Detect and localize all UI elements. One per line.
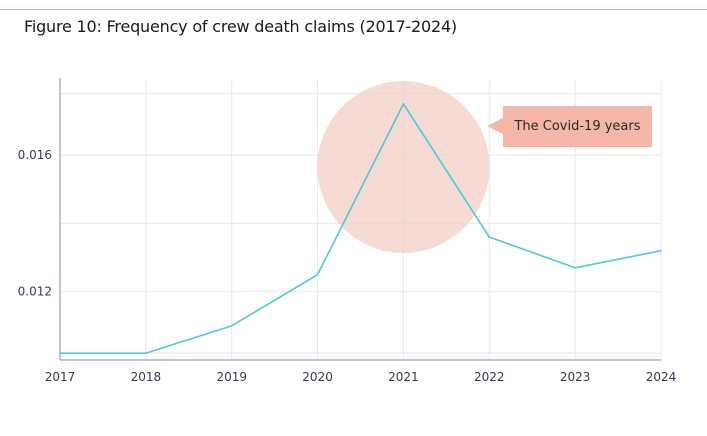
x-tick-label-2017: 2017 xyxy=(45,370,76,384)
x-tick-label-2019: 2019 xyxy=(216,370,247,384)
axes xyxy=(59,78,661,361)
data-point-2023 xyxy=(574,267,576,269)
top-rule xyxy=(0,9,707,10)
figure-title: Figure 10: Frequency of crew death claim… xyxy=(24,17,457,36)
data-point-2020 xyxy=(316,273,319,276)
x-tick-labels: 2017 2018 2019 2020 2021 2022 2023 2024 xyxy=(45,370,677,384)
x-tick-label-2023: 2023 xyxy=(560,370,591,384)
highlight-circle xyxy=(317,81,490,253)
series-layer xyxy=(59,103,662,354)
x-tick-label-2024: 2024 xyxy=(646,370,677,384)
x-tick-label-2021: 2021 xyxy=(388,370,419,384)
annotation-pointer xyxy=(487,118,503,134)
highlight-layer xyxy=(317,81,490,253)
data-point-2019 xyxy=(230,325,233,327)
annotation-label: The Covid-19 years xyxy=(503,106,652,147)
data-point-2017 xyxy=(59,352,61,354)
data-point-2018 xyxy=(145,352,147,354)
series-line-0 xyxy=(60,103,662,354)
data-point-2022 xyxy=(488,236,491,238)
data-point-2024 xyxy=(660,249,662,252)
x-tick-label-2020: 2020 xyxy=(302,370,333,384)
y-tick-label-1: 0.016 xyxy=(18,148,52,162)
data-point-2021 xyxy=(402,103,405,105)
y-tick-label-0: 0.012 xyxy=(18,285,52,299)
y-tick-labels: 0.012 0.016 xyxy=(18,148,52,299)
x-tick-label-2022: 2022 xyxy=(474,370,505,384)
x-tick-label-2018: 2018 xyxy=(131,370,162,384)
